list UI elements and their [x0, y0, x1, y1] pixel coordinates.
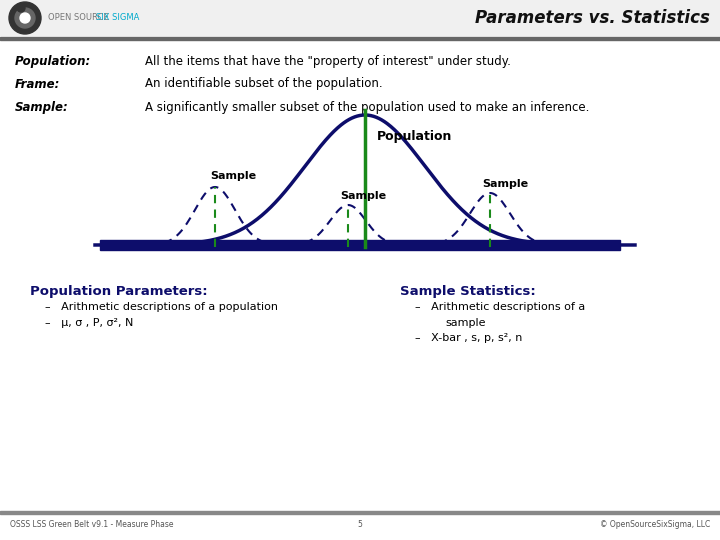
Text: 5: 5 [358, 520, 362, 529]
Bar [0, 511, 720, 514]
Text: –   X-bar , s, p, s², n: – X-bar , s, p, s², n [415, 333, 523, 343]
Text: Parameters vs. Statistics: Parameters vs. Statistics [475, 9, 710, 27]
Text: Frame:: Frame: [15, 78, 60, 91]
Text: SIX SIGMA: SIX SIGMA [96, 14, 140, 23]
Text: Sample: Sample [210, 171, 256, 181]
Text: –   Arithmetic descriptions of a population: – Arithmetic descriptions of a populatio… [45, 302, 278, 312]
Text: Sample: Sample [482, 179, 528, 189]
Circle shape [17, 4, 25, 12]
Text: –   μ, σ , P, σ², N: – μ, σ , P, σ², N [45, 318, 133, 328]
Circle shape [20, 13, 30, 23]
Bar [0, 37, 720, 40]
Circle shape [15, 8, 35, 28]
Bar [0, 0, 720, 35]
Bar [100, 240, 620, 250]
Text: An identifiable subset of the population.: An identifiable subset of the population… [145, 78, 382, 91]
Text: OSSS LSS Green Belt v9.1 - Measure Phase: OSSS LSS Green Belt v9.1 - Measure Phase [10, 520, 174, 529]
Text: Sample: Sample [340, 191, 386, 201]
Text: All the items that have the "property of interest" under study.: All the items that have the "property of… [145, 56, 511, 69]
Text: Population: Population [377, 130, 452, 143]
Text: Population Parameters:: Population Parameters: [30, 285, 207, 298]
Text: OPEN SOURCE: OPEN SOURCE [48, 14, 112, 23]
Text: Sample:: Sample: [15, 102, 68, 114]
Text: Sample Statistics:: Sample Statistics: [400, 285, 536, 298]
Text: A significantly smaller subset of the population used to make an inference.: A significantly smaller subset of the po… [145, 102, 590, 114]
Text: sample: sample [445, 318, 485, 328]
Text: –   Arithmetic descriptions of a: – Arithmetic descriptions of a [415, 302, 585, 312]
Text: © OpenSourceSixSigma, LLC: © OpenSourceSixSigma, LLC [600, 520, 710, 529]
Circle shape [9, 2, 41, 34]
Text: Population:: Population: [15, 56, 91, 69]
